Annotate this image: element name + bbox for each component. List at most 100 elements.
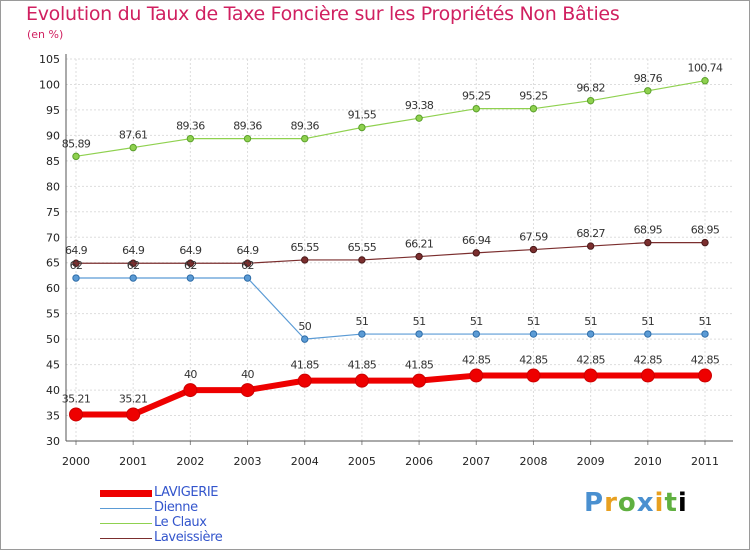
data-label-le-claux: 91.55: [348, 109, 377, 122]
proxiti-logo: Proxiti: [584, 488, 688, 518]
data-point-dienne: [358, 330, 366, 338]
x-tick-label: 2008: [519, 455, 547, 468]
data-label-dienne: 51: [584, 315, 597, 328]
series-line-laveissiere: [76, 242, 705, 264]
data-point-dienne: [586, 330, 595, 338]
data-point-dienne: [415, 330, 423, 338]
y-tick-label: 90: [46, 129, 60, 142]
legend-label-lavigerie: LAVIGERIE: [154, 485, 219, 500]
data-label-le-claux: 89.36: [233, 120, 262, 133]
y-tick-label: 35: [46, 410, 60, 423]
legend-label-dienne: Dienne: [154, 500, 198, 515]
data-label-lavigerie: 35.21: [119, 392, 148, 405]
data-point-le-claux: [358, 123, 366, 132]
series-line-dienne: [76, 277, 705, 340]
data-label-lavigerie: 40: [184, 368, 197, 381]
data-point-lavigerie: [354, 373, 369, 388]
data-point-dienne: [529, 330, 538, 338]
data-label-lavigerie: 41.85: [290, 359, 319, 372]
logo-letter-0: P: [584, 488, 605, 518]
y-tick-label: 70: [46, 231, 60, 244]
data-point-lavigerie: [183, 383, 198, 398]
series-line-lavigerie: [76, 372, 705, 418]
x-tick-label: 2000: [62, 455, 90, 468]
data-point-dienne: [301, 335, 309, 343]
data-label-lavigerie: 41.85: [405, 359, 434, 372]
data-point-laveissiere: [72, 259, 80, 267]
data-label-lavigerie: 42.85: [691, 354, 720, 367]
data-point-dienne: [701, 330, 709, 338]
data-point-le-claux: [243, 134, 252, 143]
data-point-lavigerie: [412, 373, 427, 388]
data-point-laveissiere: [586, 242, 595, 250]
y-tick-label: 75: [46, 206, 60, 219]
data-label-lavigerie: 41.85: [348, 359, 377, 372]
x-tick-label: 2002: [176, 455, 204, 468]
x-tick-label: 2011: [691, 455, 719, 468]
data-label-laveissiere: 65.55: [290, 241, 319, 254]
data-label-laveissiere: 68.95: [634, 224, 663, 237]
data-point-dienne: [243, 274, 252, 282]
logo-letter-6: i: [677, 488, 688, 518]
y-tick-label: 65: [46, 257, 60, 270]
logo-letter-4: i: [654, 488, 665, 518]
x-tick-label: 2001: [119, 455, 147, 468]
data-label-laveissiere: 66.21: [405, 238, 434, 251]
y-tick-label: 85: [46, 155, 60, 168]
y-tick-label: 30: [46, 435, 60, 448]
data-label-lavigerie: 35.21: [62, 392, 91, 405]
data-point-lavigerie: [469, 368, 484, 383]
data-point-lavigerie: [297, 373, 312, 388]
data-point-laveissiere: [415, 252, 423, 261]
series-line-le-claux: [75, 80, 706, 157]
y-tick-label: 55: [46, 308, 60, 321]
x-tick-label: 2005: [348, 455, 376, 468]
data-point-le-claux: [129, 143, 137, 152]
data-point-laveissiere: [129, 259, 137, 267]
data-label-laveissiere: 68.27: [576, 227, 605, 240]
data-label-laveissiere: 67.59: [519, 231, 548, 244]
data-label-dienne: 62: [127, 259, 140, 272]
data-point-lavigerie: [126, 407, 141, 422]
data-label-laveissiere: 64.9: [179, 244, 202, 257]
data-point-laveissiere: [243, 259, 252, 267]
x-tick-label: 2010: [634, 455, 662, 468]
data-label-dienne: 50: [298, 320, 311, 333]
data-point-laveissiere: [301, 256, 309, 264]
data-point-le-claux: [644, 87, 652, 95]
data-point-le-claux: [72, 152, 80, 161]
data-label-le-claux: 93.38: [405, 99, 434, 112]
chart-title: Evolution du Taux de Taxe Foncière sur l…: [26, 3, 620, 25]
data-label-lavigerie: 40: [241, 368, 254, 381]
data-point-dienne: [72, 274, 80, 282]
data-label-le-claux: 96.82: [576, 82, 605, 95]
y-tick-label: 50: [46, 333, 60, 346]
data-point-laveissiere: [529, 245, 538, 254]
legend-swatch-laveissiere: [100, 538, 152, 539]
data-label-laveissiere: 64.9: [65, 244, 88, 257]
data-point-dienne: [472, 330, 480, 338]
data-point-laveissiere: [644, 238, 652, 247]
data-point-le-claux: [186, 134, 195, 143]
data-point-laveissiere: [186, 259, 195, 267]
data-label-le-claux: 98.76: [634, 72, 663, 85]
data-point-le-claux: [586, 96, 595, 105]
data-label-laveissiere: 64.9: [122, 244, 145, 257]
legend-label-laveissiere: Laveissière: [154, 530, 223, 545]
data-point-lavigerie: [240, 383, 255, 398]
data-point-laveissiere: [358, 256, 366, 264]
y-tick-label: 100: [39, 78, 60, 91]
data-label-dienne: 62: [70, 259, 83, 272]
data-point-laveissiere: [472, 249, 480, 257]
data-label-lavigerie: 42.85: [519, 354, 548, 367]
legend-swatch-le-claux: [100, 523, 152, 524]
data-point-le-claux: [472, 104, 480, 113]
data-point-le-claux: [529, 104, 538, 113]
unit-label: (en %): [27, 28, 64, 41]
data-label-dienne: 62: [184, 259, 197, 272]
x-tick-label: 2004: [291, 455, 319, 468]
data-point-le-claux: [701, 76, 709, 85]
data-label-le-claux: 95.25: [462, 90, 491, 103]
legend-label-le-claux: Le Claux: [154, 515, 207, 530]
